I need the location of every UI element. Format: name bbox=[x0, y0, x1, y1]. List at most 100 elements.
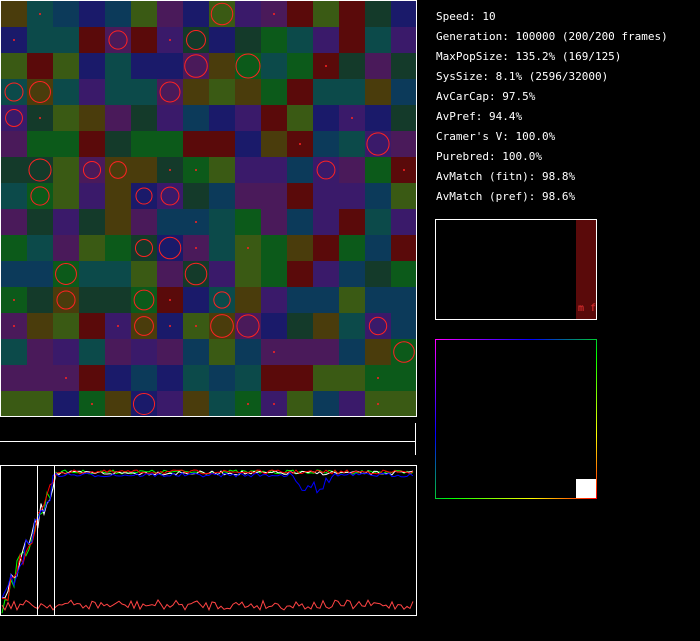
cell bbox=[391, 313, 417, 339]
agent-dot bbox=[91, 403, 93, 405]
cell bbox=[209, 27, 235, 53]
cell bbox=[235, 339, 261, 365]
cell bbox=[339, 313, 365, 339]
cell bbox=[27, 313, 53, 339]
cell bbox=[157, 235, 183, 261]
cell bbox=[313, 391, 339, 417]
cell bbox=[287, 183, 313, 209]
cell bbox=[365, 105, 391, 131]
cell bbox=[157, 391, 183, 417]
agent-dot bbox=[13, 39, 15, 41]
cell bbox=[27, 365, 53, 391]
cell bbox=[1, 339, 27, 365]
cell bbox=[105, 287, 131, 313]
agent bbox=[134, 238, 154, 258]
cell bbox=[131, 391, 157, 417]
cell bbox=[105, 79, 131, 105]
cell bbox=[209, 235, 235, 261]
cell bbox=[1, 391, 27, 417]
graph-line bbox=[2, 469, 414, 602]
cell bbox=[53, 1, 79, 27]
cell bbox=[287, 209, 313, 235]
cell bbox=[105, 391, 131, 417]
cell bbox=[131, 313, 157, 339]
cell bbox=[339, 1, 365, 27]
preference-map bbox=[435, 339, 597, 499]
stat-line: AvMatch (pref): 98.6% bbox=[436, 190, 575, 203]
cell bbox=[27, 53, 53, 79]
agent bbox=[134, 316, 154, 336]
histogram-box bbox=[435, 219, 597, 320]
cell bbox=[365, 235, 391, 261]
agent-dot bbox=[273, 13, 275, 15]
cell bbox=[235, 105, 261, 131]
cell bbox=[261, 27, 287, 53]
cell bbox=[79, 1, 105, 27]
cell bbox=[313, 365, 339, 391]
cell bbox=[391, 339, 417, 365]
agent bbox=[135, 187, 153, 205]
stats-panel: Speed: 10 Generation: 100000 (200/200 fra… bbox=[436, 10, 668, 203]
cell bbox=[339, 287, 365, 313]
cell bbox=[183, 365, 209, 391]
cell bbox=[27, 209, 53, 235]
agent bbox=[158, 236, 182, 260]
cell bbox=[131, 131, 157, 157]
cell bbox=[339, 365, 365, 391]
cell bbox=[131, 235, 157, 261]
cell bbox=[391, 365, 417, 391]
cell bbox=[313, 235, 339, 261]
cell bbox=[209, 365, 235, 391]
cell bbox=[27, 287, 53, 313]
stat-line: Generation: 100000 (200/200 frames) bbox=[436, 30, 668, 43]
agent-dot bbox=[377, 403, 379, 405]
cell bbox=[131, 53, 157, 79]
cell bbox=[131, 339, 157, 365]
cell bbox=[79, 131, 105, 157]
cell bbox=[157, 79, 183, 105]
cell bbox=[157, 339, 183, 365]
cell bbox=[157, 261, 183, 287]
cell bbox=[209, 209, 235, 235]
cell bbox=[313, 287, 339, 313]
agent bbox=[28, 158, 52, 182]
cell bbox=[1, 53, 27, 79]
agent bbox=[5, 109, 23, 127]
cell bbox=[235, 1, 261, 27]
agent bbox=[316, 160, 336, 180]
cell bbox=[183, 391, 209, 417]
cell bbox=[287, 365, 313, 391]
agent bbox=[236, 314, 260, 338]
history-graph bbox=[0, 465, 417, 616]
cell bbox=[391, 1, 417, 27]
cell bbox=[287, 157, 313, 183]
cell bbox=[261, 365, 287, 391]
cell bbox=[209, 105, 235, 131]
cell bbox=[261, 313, 287, 339]
cell bbox=[27, 27, 53, 53]
cell bbox=[157, 365, 183, 391]
cell bbox=[339, 131, 365, 157]
cell bbox=[53, 79, 79, 105]
agent bbox=[109, 161, 127, 179]
stat-line: AvCarCap: 97.5% bbox=[436, 90, 536, 103]
cell bbox=[105, 1, 131, 27]
world-grid bbox=[1, 1, 417, 417]
cell bbox=[339, 183, 365, 209]
cell bbox=[261, 105, 287, 131]
cell bbox=[157, 131, 183, 157]
cell bbox=[131, 79, 157, 105]
cell bbox=[287, 287, 313, 313]
cell bbox=[105, 157, 131, 183]
agent-dot bbox=[195, 169, 197, 171]
agent bbox=[30, 186, 50, 206]
cell bbox=[131, 183, 157, 209]
cell bbox=[261, 183, 287, 209]
cell bbox=[365, 27, 391, 53]
cell bbox=[183, 339, 209, 365]
agent bbox=[184, 54, 208, 78]
agent bbox=[159, 81, 181, 103]
cell bbox=[235, 261, 261, 287]
cell bbox=[287, 27, 313, 53]
cell bbox=[131, 105, 157, 131]
